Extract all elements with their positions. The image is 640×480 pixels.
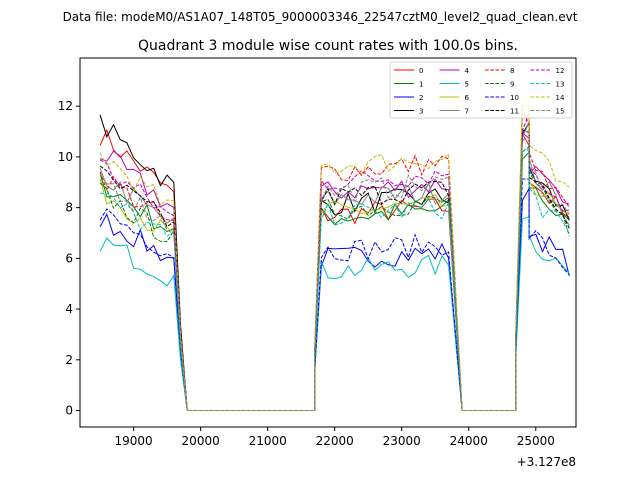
x-tick-label: 20000 [182, 434, 220, 448]
y-tick-label: 6 [65, 251, 73, 265]
x-tick-label: 22000 [316, 434, 354, 448]
x-tick-label: 21000 [249, 434, 287, 448]
plot-area [80, 58, 576, 427]
legend-frame [389, 61, 573, 119]
legend-label-5: 5 [465, 81, 469, 89]
legend-label-13: 13 [556, 81, 565, 89]
x-tick-label: 23000 [383, 434, 421, 448]
legend-label-15: 15 [556, 108, 565, 116]
legend-label-9: 9 [510, 81, 514, 89]
chart-title: Quadrant 3 module wise count rates with … [138, 38, 518, 54]
y-axis: 0 2 4 6 8 10 12 [58, 99, 80, 418]
y-tick-label: 12 [58, 99, 73, 113]
y-tick-label: 8 [65, 201, 73, 215]
series-15-line [99, 137, 570, 411]
axes-frame [79, 57, 577, 428]
legend-label-6: 6 [465, 94, 470, 102]
series-13-line [100, 148, 570, 411]
x-tick-label: 19000 [115, 434, 153, 448]
legend-label-10: 10 [510, 94, 519, 102]
legend-label-11: 11 [510, 108, 519, 116]
legend-label-12: 12 [556, 67, 565, 75]
y-tick-label: 10 [58, 150, 73, 164]
legend-label-14: 14 [556, 94, 565, 102]
legend-label-2: 2 [419, 94, 423, 102]
legend-label-3: 3 [419, 108, 423, 116]
x-tick-label: 24000 [450, 434, 488, 448]
legend-label-7: 7 [465, 108, 469, 116]
x-offset-label: +3.127e8 [517, 455, 576, 469]
y-tick-label: 0 [65, 404, 73, 418]
legend-label-0: 0 [419, 67, 423, 75]
legend-label-4: 4 [465, 67, 470, 75]
x-axis: 19000 20000 21000 22000 23000 24000 25000 [115, 427, 555, 448]
series-layer [99, 99, 570, 411]
x-tick-label: 25000 [517, 434, 555, 448]
suptitle: Data file: modeM0/AS1A07_148T05_90000033… [63, 10, 578, 24]
legend-label-8: 8 [510, 67, 514, 75]
legend-label-1: 1 [419, 81, 423, 89]
y-tick-label: 2 [65, 353, 73, 367]
y-tick-label: 4 [65, 302, 73, 316]
